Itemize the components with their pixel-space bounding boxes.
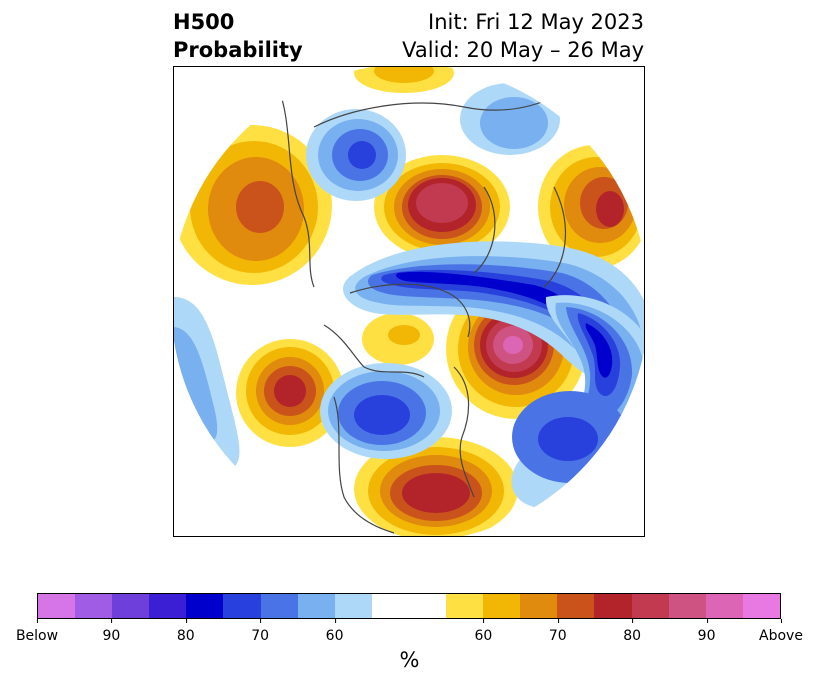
colorbar-swatch (483, 594, 521, 618)
colorbar-tick-label: 90 (102, 619, 120, 644)
colorbar-tick-label: 70 (251, 619, 269, 644)
title-right: Init: Fri 12 May 2023 Valid: 20 May – 26… (402, 8, 644, 64)
colorbar-tick-label: 90 (698, 619, 716, 644)
colorbar-swatch (520, 594, 558, 618)
valid-range: Valid: 20 May – 26 May (402, 38, 644, 62)
anomaly-above-gulf-of-alaska (236, 339, 344, 447)
colorbar-swatch (408, 594, 447, 618)
title-variable: H500 (173, 10, 235, 34)
title-left: H500 Probability (173, 8, 303, 64)
colorbar-unit-label: % (399, 648, 420, 672)
anomaly-below-central-atlantic (512, 391, 628, 483)
colorbar-tick-label: Below (16, 619, 58, 644)
map-panel (173, 66, 645, 537)
colorbar-swatch (371, 594, 409, 618)
colorbar-swatch (112, 594, 150, 618)
colorbar-swatch (594, 594, 632, 618)
anomaly-below-central-asia (306, 109, 406, 201)
colorbar-swatch (668, 594, 706, 618)
colorbar-swatch (38, 594, 76, 618)
colorbar-swatch (75, 594, 113, 618)
colorbar-tick-label: 60 (326, 619, 344, 644)
colorbar-swatch (260, 594, 298, 618)
colorbar-swatch (297, 594, 335, 618)
probability-map (174, 67, 644, 536)
anomaly-above-eastern-us (354, 437, 518, 536)
colorbar-swatch (705, 594, 743, 618)
anomaly-above-hudson-bay (374, 155, 510, 259)
colorbar-ticks: Below 90 80 70 60 60 70 80 90 Above (16, 619, 803, 644)
title-product: Probability (173, 38, 303, 62)
colorbar-swatch (223, 594, 261, 618)
colorbar-tick-label: 80 (177, 619, 195, 644)
colorbar-tick-label: 70 (549, 619, 567, 644)
anomaly-below-western-canada (320, 363, 452, 459)
anomaly-below-northeast (460, 83, 560, 155)
colorbar (37, 593, 781, 619)
colorbar-swatch (186, 594, 224, 618)
init-date: Init: Fri 12 May 2023 (428, 10, 644, 34)
colorbar-swatch (446, 594, 484, 618)
colorbar-swatch (149, 594, 187, 618)
colorbar-swatch (742, 594, 780, 618)
colorbar-swatch (557, 594, 595, 618)
colorbar-tick-label: 60 (474, 619, 492, 644)
colorbar-swatch (334, 594, 372, 618)
colorbar-tick-label: Above (759, 619, 803, 644)
colorbar-tick-label: 80 (623, 619, 641, 644)
colorbar-swatch (631, 594, 669, 618)
